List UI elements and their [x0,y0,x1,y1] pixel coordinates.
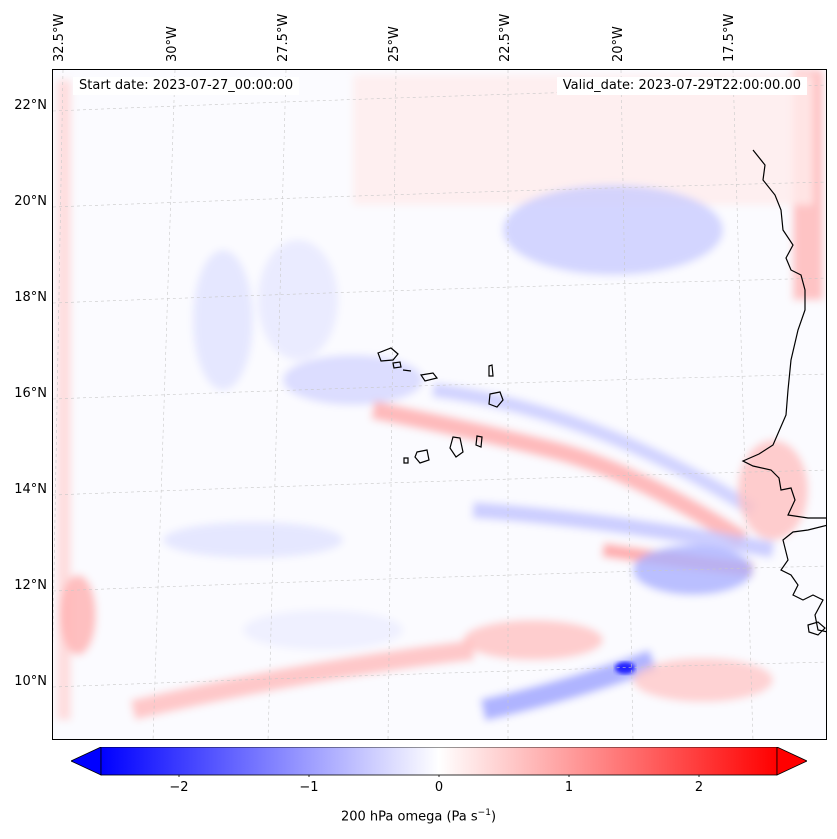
colorbar-label: 200 hPa omega (Pa s−1) [0,808,837,824]
graticule [53,70,826,739]
cape-verde-maio [475,435,483,448]
lon-label-30w: 30°W [165,26,180,62]
cape-verde-santo-antao [377,347,399,362]
lat-label-10n: 10°N [14,674,47,689]
colorbar-tickmarks [178,775,700,777]
lon-label-27-5w: 27.5°W [276,13,291,62]
colorbar-tick-label: 2 [694,780,704,795]
cape-verde-boa-vista [488,391,504,408]
colorbar-label-exponent: −1 [477,808,491,818]
omega-shading [53,70,826,739]
cape-verde-sao-vicente [392,361,402,369]
colorbar-tick-label: 0 [434,780,444,795]
african-coastline [741,149,826,633]
cape-verde-fogo [414,449,430,464]
lat-label-12n: 12°N [14,578,47,593]
cape-verde-sal [488,364,494,377]
colorbar-label-close: ) [490,809,497,825]
lon-label-22-5w: 22.5°W [498,13,513,62]
colorbar-tick-label: 1 [564,780,574,795]
colorbar [71,747,807,777]
start-date-label: Start date: 2023-07-27_00:00:00 [73,77,300,95]
bijagos-islands [807,621,826,636]
colorbar-ramp [100,747,778,776]
lon-label-20w: 20°W [611,26,626,62]
valid-date-label: Valid_date: 2023-07-29T22:00:00.00 [556,77,807,95]
colorbar-extend-high [776,747,807,776]
lat-label-22n: 22°N [14,98,47,113]
lat-label-20n: 20°N [14,194,47,209]
lon-label-17-5w: 17.5°W [722,13,737,62]
lon-label-25w: 25°W [387,26,402,62]
colorbar-extend-low [71,747,102,776]
cape-verde-brava [403,457,409,464]
lat-label-18n: 18°N [14,290,47,305]
cape-verde-sao-nicolau [402,369,439,382]
colorbar-tick-label: −2 [169,780,189,795]
colorbar-label-text: 200 hPa omega (Pa s [340,809,478,825]
colorbar-tick-label: −1 [299,780,319,795]
cape-verde-santiago [449,436,464,458]
lat-label-14n: 14°N [14,482,47,497]
omega-field-map [53,70,826,739]
lat-label-16n: 16°N [14,386,47,401]
map-panel [52,69,827,740]
coastlines [377,149,826,636]
lon-label-32-5w: 32.5°W [52,13,67,62]
